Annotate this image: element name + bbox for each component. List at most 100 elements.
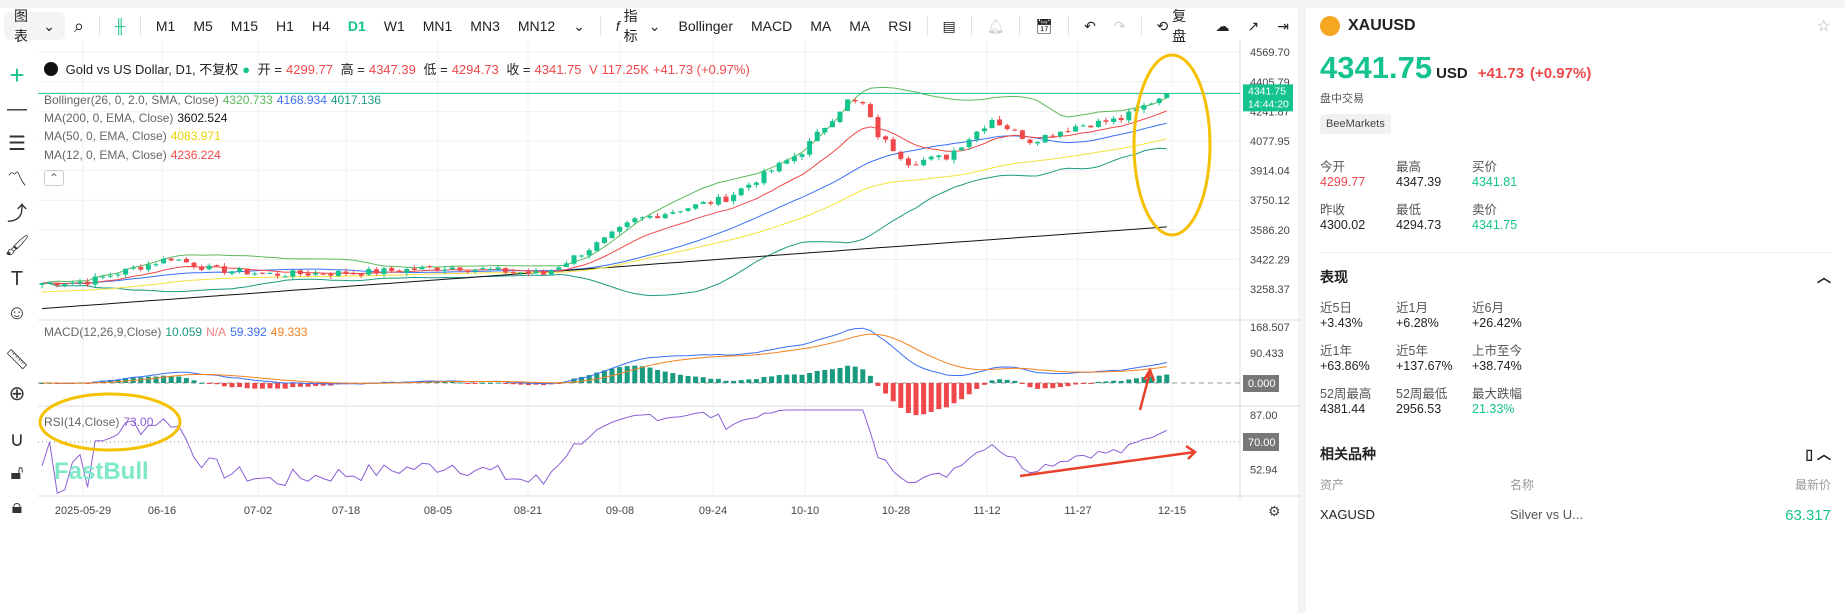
price-chart[interactable]: 4569.704405.794241.874077.953914.043750.… bbox=[0, 0, 1300, 613]
macd-histogram-bar bbox=[769, 376, 775, 383]
text-tool-icon[interactable]: T bbox=[10, 267, 24, 290]
macd-tick-label: 168.507 bbox=[1250, 322, 1290, 334]
macd-histogram-bar bbox=[822, 369, 828, 383]
timeframe-mn1[interactable]: MN1 bbox=[422, 18, 453, 34]
chevron-up-icon[interactable]: ︿ bbox=[1817, 269, 1831, 285]
favorite-star-icon[interactable]: ☆ bbox=[1816, 18, 1831, 35]
candlestick-type-icon[interactable]: ╫ bbox=[115, 18, 125, 34]
macd-histogram-bar bbox=[107, 379, 113, 383]
indicator-ma-button[interactable]: MA bbox=[810, 18, 832, 34]
timeframe-w1[interactable]: W1 bbox=[383, 18, 405, 34]
performance-item: 上市至今 +38.74% bbox=[1472, 340, 1548, 373]
macd-histogram-bar bbox=[1103, 381, 1109, 383]
performance-title: 表现 bbox=[1320, 269, 1348, 285]
timeframe-more-chevron-icon[interactable]: ⌄ bbox=[573, 17, 585, 34]
macd-histogram-bar bbox=[1088, 383, 1094, 384]
fullscreen-icon[interactable]: ⇥ bbox=[1277, 17, 1289, 34]
symbol-name: XAUUSD bbox=[1348, 17, 1416, 34]
unlock-icon[interactable]: 🔒︎ bbox=[11, 495, 23, 518]
candle bbox=[115, 272, 121, 278]
zoom-in-icon[interactable]: ⊕ bbox=[8, 382, 26, 405]
ma50-legend[interactable]: MA(50, 0, EMA, Close) 4083.971 bbox=[44, 129, 225, 143]
candle bbox=[997, 115, 1003, 126]
redo-icon[interactable]: ↷ bbox=[1113, 17, 1126, 34]
indicators-button[interactable]: f 指标 ⌄ bbox=[615, 8, 661, 44]
indicator-ma-button[interactable]: MA bbox=[849, 18, 871, 34]
lock-drawings-icon[interactable]: 🔓︎ bbox=[10, 461, 24, 484]
macd-histogram-bar bbox=[206, 383, 212, 384]
macd-dea-line bbox=[42, 333, 1167, 384]
timeframe-mn12[interactable]: MN12 bbox=[517, 18, 556, 34]
candle bbox=[229, 270, 235, 276]
rsi-legend[interactable]: RSI(14,Close) 73.00 bbox=[44, 415, 157, 429]
performance-item: 最大跌幅 21.33% bbox=[1472, 383, 1548, 416]
timeframe-d1[interactable]: D1 bbox=[347, 18, 366, 34]
timeframe-m15[interactable]: M15 bbox=[230, 18, 259, 34]
undo-icon[interactable]: ↶ bbox=[1084, 17, 1096, 34]
chart-settings-gear-icon[interactable]: ⚙ bbox=[1268, 503, 1281, 519]
performance-label: 近5年 bbox=[1396, 344, 1428, 358]
wave-pattern-icon[interactable]: 〽 bbox=[7, 168, 27, 191]
candle bbox=[1073, 124, 1079, 132]
timeframe-mn3[interactable]: MN3 bbox=[470, 18, 500, 34]
high-value: 4347.39 bbox=[368, 62, 416, 77]
chevron-up-icon[interactable]: ︿ bbox=[1817, 446, 1831, 462]
candle bbox=[875, 114, 881, 140]
timeframe-m1[interactable]: M1 bbox=[155, 18, 176, 34]
candle bbox=[791, 152, 797, 164]
timeframe-m5[interactable]: M5 bbox=[193, 18, 213, 34]
indicator-rsi-button[interactable]: RSI bbox=[888, 18, 912, 34]
horizontal-line-icon[interactable]: — bbox=[7, 97, 27, 120]
performance-header[interactable]: 表现 ︿ bbox=[1320, 252, 1831, 287]
candle bbox=[130, 265, 136, 271]
timeframe-h4[interactable]: H4 bbox=[311, 18, 330, 34]
candle bbox=[487, 267, 493, 271]
indicator-macd-button[interactable]: MACD bbox=[751, 18, 793, 34]
collapse-legend-button[interactable]: ⌃ bbox=[44, 170, 64, 186]
chart-menu-button[interactable]: 图表 ⌄ bbox=[4, 8, 65, 44]
indicator-bollinger-button[interactable]: Bollinger bbox=[678, 18, 734, 34]
performance-item: 近1年 +63.86% bbox=[1320, 340, 1396, 373]
rsi-label: RSI(14,Close) bbox=[44, 415, 120, 429]
macd-histogram-bar bbox=[799, 374, 805, 383]
related-header[interactable]: 相关品种 ▯ ︿ bbox=[1320, 430, 1831, 464]
broker-badge[interactable]: BeeMarkets bbox=[1320, 114, 1391, 134]
macd-histogram-bar bbox=[495, 382, 501, 384]
related-column-header: 资产 bbox=[1320, 478, 1345, 492]
macd-histogram-bar bbox=[890, 383, 896, 402]
emoji-icon[interactable]: ☺ bbox=[6, 301, 28, 324]
candle bbox=[297, 269, 303, 277]
crosshair-icon[interactable]: + bbox=[9, 59, 25, 90]
search-icon[interactable]: ⌕ bbox=[73, 15, 85, 36]
candle bbox=[282, 274, 288, 278]
ruler-icon[interactable]: 📏︎ bbox=[4, 348, 30, 371]
parallel-lines-icon[interactable]: ☰ bbox=[8, 132, 26, 155]
magnet-icon[interactable]: ∪ bbox=[9, 428, 25, 451]
bollinger-legend[interactable]: Bollinger(26, 0, 2.0, SMA, Close) 4320.73… bbox=[44, 93, 385, 107]
ma12-legend[interactable]: MA(12, 0, EMA, Close) 4236.224 bbox=[44, 148, 225, 162]
calendar-goto-icon[interactable]: 📅︎ bbox=[1035, 17, 1054, 34]
projection-icon[interactable]: ⤴ bbox=[7, 202, 27, 225]
symbol-header: XAUUSD ☆ bbox=[1320, 8, 1831, 44]
candle bbox=[959, 146, 965, 152]
macd-histogram-bar bbox=[966, 383, 972, 395]
alert-bell-icon[interactable]: 🔔︎ bbox=[986, 17, 1005, 34]
candle bbox=[936, 154, 942, 161]
layout-icon[interactable]: ▤ bbox=[942, 17, 956, 34]
share-icon[interactable]: ↗ bbox=[1247, 17, 1260, 34]
candle bbox=[913, 161, 919, 166]
document-icon[interactable]: ▯ bbox=[1805, 446, 1814, 462]
timeframe-h1[interactable]: H1 bbox=[276, 18, 294, 34]
macd-histogram-bar bbox=[761, 377, 767, 383]
macd-legend[interactable]: MACD(12,26,9,Close) 10.059 N/A 59.392 49.333 bbox=[44, 325, 312, 339]
candle bbox=[700, 200, 706, 204]
related-row[interactable]: XAGUSD Silver vs U... 63.317 bbox=[1320, 507, 1831, 524]
ma200-legend[interactable]: MA(200, 0, EMA, Close) 3602.524 bbox=[44, 111, 231, 125]
brush-icon[interactable]: 🖌︎ bbox=[4, 234, 30, 257]
candle bbox=[670, 209, 676, 215]
timeframe-group: M1 M5 M15 H1 H4 D1 W1 MN1 MN3 MN12 bbox=[147, 12, 564, 40]
macd-histogram-bar bbox=[1012, 380, 1018, 383]
cloud-sync-icon[interactable]: ☁ bbox=[1215, 17, 1230, 34]
replay-button[interactable]: ⟲ 复盘 bbox=[1148, 8, 1207, 44]
candle bbox=[480, 266, 486, 270]
